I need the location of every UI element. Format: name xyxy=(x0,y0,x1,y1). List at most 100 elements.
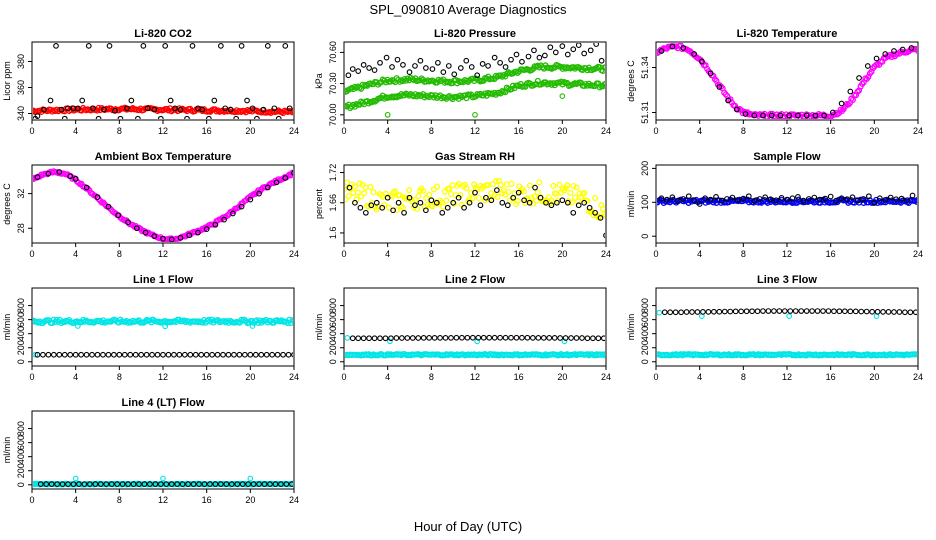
data-point xyxy=(76,481,82,487)
y-tick-label: 600 xyxy=(328,312,338,327)
data-point xyxy=(233,115,239,119)
data-point xyxy=(366,335,372,342)
x-tick-label: 12 xyxy=(470,372,480,382)
data-point xyxy=(545,194,552,201)
data-point xyxy=(581,199,588,206)
data-point xyxy=(74,323,81,329)
panel-title: Li-820 Pressure xyxy=(434,28,516,40)
data-point xyxy=(893,196,900,203)
data-point xyxy=(282,43,289,49)
data-point xyxy=(121,351,128,358)
data-point xyxy=(412,202,418,209)
data-point xyxy=(189,43,196,49)
data-point xyxy=(135,115,141,119)
data-point xyxy=(58,320,65,327)
data-point xyxy=(845,101,852,108)
data-point xyxy=(833,197,839,204)
data-point xyxy=(439,209,446,216)
y-tick-label: 800 xyxy=(640,298,650,313)
data-point xyxy=(67,351,74,358)
data-point xyxy=(491,54,498,61)
data-point xyxy=(732,308,739,315)
data-point xyxy=(423,207,429,214)
data-point xyxy=(680,196,687,202)
data-point xyxy=(431,335,438,341)
data-point xyxy=(423,65,429,71)
data-point xyxy=(497,334,503,341)
data-point xyxy=(556,181,563,188)
panel-title: Line 1 Flow xyxy=(133,274,193,286)
data-point xyxy=(514,197,521,204)
panel-y-axis-label: degrees C xyxy=(2,183,12,225)
data-point xyxy=(198,351,205,358)
data-point xyxy=(564,182,571,189)
data-point xyxy=(244,97,250,104)
series-cyan-1 xyxy=(657,351,917,359)
panel-plot-area xyxy=(657,192,917,207)
data-point xyxy=(291,352,293,358)
x-tick-label: 20 xyxy=(869,372,879,382)
data-point xyxy=(570,46,577,53)
data-point xyxy=(891,48,897,54)
series-cyan-1 xyxy=(345,351,605,359)
data-point xyxy=(393,207,400,214)
data-point xyxy=(571,194,579,201)
data-point xyxy=(163,105,170,112)
data-point xyxy=(242,351,248,358)
x-tick-label: 4 xyxy=(73,126,78,136)
data-point xyxy=(849,194,856,201)
data-point xyxy=(377,59,383,66)
data-point xyxy=(264,184,271,191)
data-point xyxy=(87,481,93,487)
data-point xyxy=(494,193,501,201)
panel-1: Li-820 CO2 Licor ppm 0 4 8 12 16 20 24 340 360 380 xyxy=(2,28,299,136)
data-point xyxy=(891,309,897,315)
y-tick-label: 400 xyxy=(328,326,338,341)
data-point xyxy=(147,481,153,487)
data-point xyxy=(433,183,441,190)
data-point xyxy=(519,58,525,65)
data-point xyxy=(457,65,464,71)
data-point xyxy=(463,57,470,64)
data-point xyxy=(864,63,871,69)
data-point xyxy=(230,210,236,217)
data-point xyxy=(520,188,527,195)
data-point xyxy=(132,351,139,358)
data-point xyxy=(756,196,763,202)
series-green-1 xyxy=(345,61,605,95)
data-point xyxy=(474,72,481,79)
data-point xyxy=(524,334,531,341)
data-point xyxy=(602,351,605,358)
x-tick-label: 16 xyxy=(514,126,524,136)
x-tick-label: 24 xyxy=(601,249,611,259)
panel-title: Line 3 Flow xyxy=(757,274,817,286)
data-point xyxy=(871,200,878,206)
data-point xyxy=(114,481,120,487)
x-tick-label: 16 xyxy=(202,372,212,382)
data-point xyxy=(444,204,451,211)
data-point xyxy=(698,58,705,65)
data-point xyxy=(492,178,499,185)
panel-y-axis: 0 100 200 xyxy=(640,161,656,239)
data-point xyxy=(463,185,470,192)
data-point xyxy=(559,93,566,99)
data-point xyxy=(34,351,41,358)
data-point xyxy=(400,62,406,68)
y-tick-label: 360 xyxy=(16,80,26,95)
y-tick-label: 51.31 xyxy=(640,101,650,124)
data-point xyxy=(776,308,783,314)
x-tick-label: 4 xyxy=(73,495,78,505)
data-point xyxy=(151,233,158,239)
x-tick-label: 20 xyxy=(557,126,567,136)
data-point xyxy=(451,71,458,78)
data-point xyxy=(119,481,126,487)
data-point xyxy=(133,225,140,232)
data-point xyxy=(742,111,749,117)
data-point xyxy=(387,338,393,345)
data-point xyxy=(751,198,758,204)
data-point xyxy=(437,92,444,99)
data-point xyxy=(762,194,769,201)
data-point xyxy=(283,481,290,487)
data-point xyxy=(89,351,95,358)
